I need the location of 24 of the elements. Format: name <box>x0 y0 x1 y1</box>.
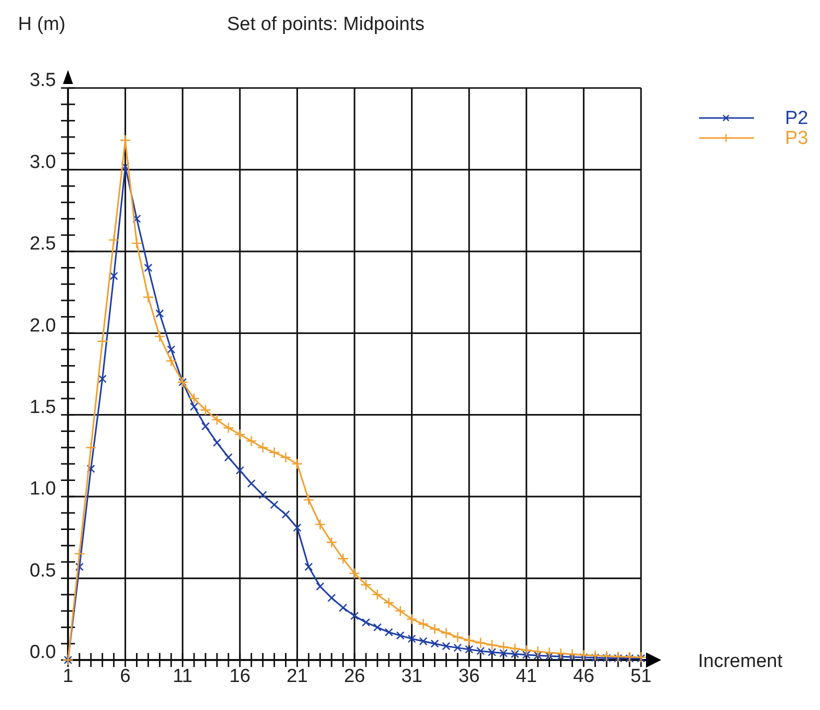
x-tick-label: 26 <box>344 666 366 687</box>
y-tick-label: 0.5 <box>30 560 56 582</box>
x-axis-title: Increment <box>698 651 784 672</box>
x-tick-label: 31 <box>401 666 422 687</box>
x-tick-label: 16 <box>229 666 250 687</box>
y-tick-label: 0.0 <box>30 642 56 664</box>
y-tick-label: 2.0 <box>30 315 56 336</box>
y-axis-title: H (m) <box>18 14 66 35</box>
legend-label: P3 <box>785 128 808 149</box>
x-tick-label: 41 <box>516 666 537 687</box>
x-tick-label: 51 <box>630 666 652 687</box>
x-tick-label: 36 <box>458 666 480 687</box>
y-tick-label: 1.0 <box>30 478 56 500</box>
chart-title: Set of points: Midpoints <box>227 14 424 35</box>
x-tick-label: 11 <box>172 666 192 687</box>
x-tick-label: 21 <box>286 666 308 687</box>
y-tick-label: 1.5 <box>30 396 56 418</box>
x-tick-label: 1 <box>62 666 74 687</box>
x-tick-label: 46 <box>573 666 594 687</box>
legend-label: P2 <box>785 108 808 129</box>
y-tick-label: 3.5 <box>30 70 56 92</box>
y-tick-label: 2.5 <box>30 234 56 255</box>
y-tick-label: 3.0 <box>30 152 56 173</box>
x-tick-label: 6 <box>120 666 131 687</box>
